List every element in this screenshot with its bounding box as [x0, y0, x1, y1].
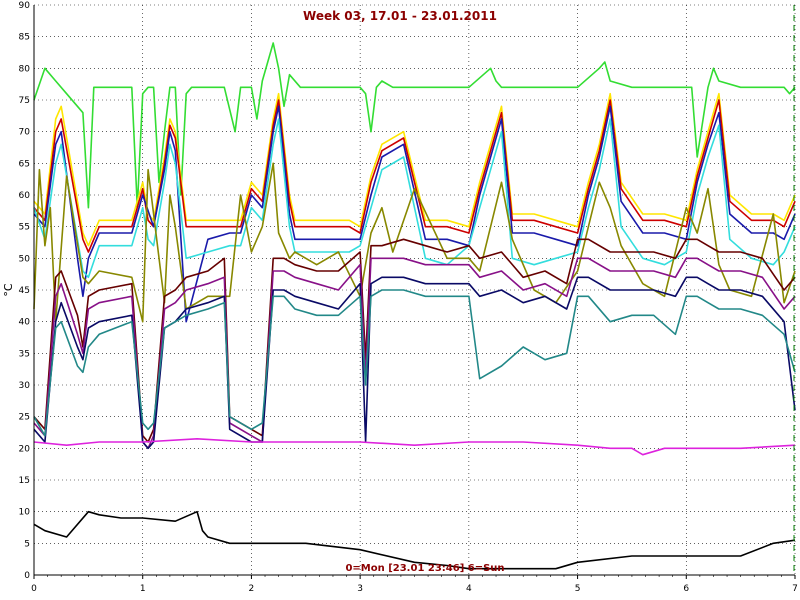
x-tick-label: 6 [683, 584, 689, 594]
y-tick-label: 20 [19, 444, 31, 454]
y-tick-label: 5 [24, 539, 30, 549]
y-tick-label: 85 [19, 33, 30, 43]
series-line-2 [33, 99, 796, 253]
series-line-4 [33, 118, 796, 279]
x-tick-label: 4 [466, 584, 472, 594]
x-tick-label: 5 [575, 584, 581, 594]
series-lines [33, 42, 796, 570]
y-tick-label: 30 [19, 381, 31, 391]
series-line-3 [33, 105, 796, 323]
x-tick-label: 1 [140, 584, 146, 594]
y-tick-label: 55 [19, 223, 30, 233]
y-tick-label: 40 [19, 318, 31, 328]
series-line-9 [33, 289, 796, 437]
y-tick-label: 0 [24, 571, 30, 581]
y-tick-label: 25 [19, 413, 30, 423]
x-tick-label: 3 [357, 584, 363, 594]
series-line-11 [33, 510, 796, 570]
series-line-0 [33, 42, 796, 209]
chart-annotation: 0=Mon [23.01 23:46] 6=Sun [345, 563, 504, 574]
y-tick-label: 65 [19, 159, 30, 169]
y-tick-label: 35 [19, 349, 30, 359]
y-tick-label: 80 [19, 64, 31, 74]
y-tick-label: 90 [19, 1, 31, 11]
y-axis-label: °C [2, 283, 15, 297]
y-tick-label: 50 [19, 254, 31, 264]
x-tick-label: 7 [792, 584, 798, 594]
y-tick-label: 70 [19, 128, 31, 138]
y-tick-label: 15 [19, 476, 30, 486]
series-line-10 [33, 437, 796, 456]
chart-title: Week 03, 17.01 - 23.01.2011 [303, 9, 497, 23]
y-tick-label: 10 [19, 508, 31, 518]
y-tick-label: 45 [19, 286, 30, 296]
x-tick-label: 2 [249, 584, 255, 594]
y-tick-label: 60 [19, 191, 31, 201]
y-tick-label: 75 [19, 96, 30, 106]
x-tick-label: 0 [31, 584, 37, 594]
